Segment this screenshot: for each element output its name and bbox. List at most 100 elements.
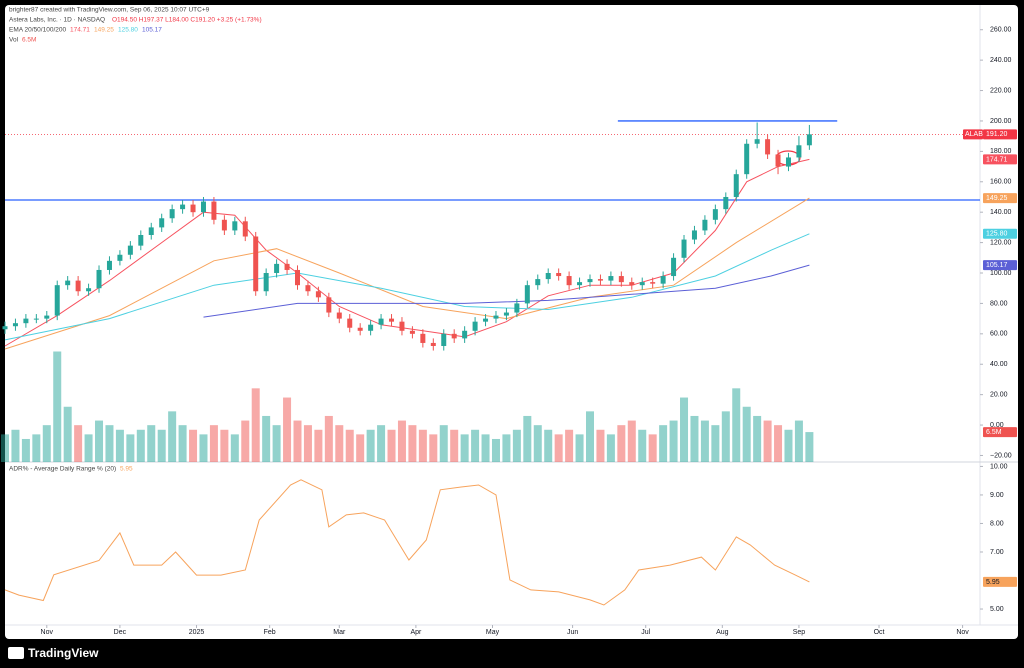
candle-body [274,263,280,274]
footer [0,640,1024,668]
candle-body [65,280,71,286]
candle-body [75,280,81,292]
x-tick-label: 2025 [189,629,205,636]
candle-body [253,236,259,292]
ema-line [4,197,810,350]
candle-body [451,333,457,339]
volume-bar [512,429,521,462]
volume-bar [178,425,187,462]
volume-bar [439,425,448,462]
price-label: 105.17 [986,262,1008,269]
volume-bar [554,434,563,462]
candle-body [535,279,541,286]
volume-bar [763,420,772,462]
candle-body [221,219,227,231]
y-tick-label: 9.00 [990,492,1004,499]
volume-bar [377,425,386,462]
candle-body [389,318,395,322]
candle-body [775,154,781,167]
candle-body [127,245,133,255]
y-tick-label: 80.00 [990,300,1008,307]
x-tick-label: May [486,629,500,636]
candle-body [211,201,217,220]
x-tick-label: Jun [567,629,578,636]
candle-body [608,276,614,281]
price-label: 174.71 [986,156,1008,163]
candle-body [54,285,60,316]
volume-bar [575,434,584,462]
candle-body [733,174,739,197]
y-tick-label: 100.00 [990,270,1012,277]
volume-bar [95,420,104,462]
candle-body [284,263,290,270]
candle-body [577,282,583,286]
volume-bar [638,429,647,462]
volume-bar [136,429,145,462]
volume-bar [429,434,438,462]
candle-body [514,303,520,313]
volume-bar [220,429,229,462]
volume-bar [408,425,417,462]
volume-bar [533,425,542,462]
candle-body [702,219,708,231]
x-tick-label: Nov [956,629,969,636]
volume-bar [32,434,41,462]
candle-body [96,269,102,289]
candle-body [785,157,791,167]
candle-body [242,221,248,237]
volume-bar [335,425,344,462]
volume-bar [700,420,709,462]
ema-legend-value: 125.80 [118,27,138,34]
volume-bar [805,432,814,462]
volume-bar [471,429,480,462]
candle-body [44,315,50,319]
volume-bar [230,434,239,462]
volume-bar [53,351,62,462]
volume-bar [115,429,124,462]
adr-line [4,479,810,606]
candle-body [305,285,311,292]
volume-bar [784,429,793,462]
volume-bar [21,438,30,462]
y-tick-label: 240.00 [990,57,1012,64]
volume-bar [74,425,83,462]
volume-bar [314,429,323,462]
candle-body [117,254,123,261]
candle-body [681,239,687,258]
candle-body [33,318,39,320]
x-tick-label: Sep [793,629,806,636]
candle-body [106,260,112,270]
y-tick-label: 260.00 [990,27,1012,34]
symbol-title: Astera Labs, Inc. · 1D · NASDAQ [9,17,105,24]
volume-bar [460,434,469,462]
volume-bar [84,434,93,462]
candle-body [2,326,8,330]
x-tick-label: Jul [641,629,650,636]
candle-body [556,273,562,277]
volume-bar [42,425,51,462]
volume-bar [617,425,626,462]
x-tick-label: Oct [874,629,885,636]
y-tick-label: 180.00 [990,148,1012,155]
ema-line [4,233,810,341]
candle-body [483,318,489,322]
candle-body [671,257,677,277]
volume-bar [669,420,678,462]
volume-bar [627,420,636,462]
candle-body [796,145,802,158]
volume-bar [397,420,406,462]
ema-legend-value: 174.71 [70,27,90,34]
y-tick-label: 0.00 [990,422,1004,429]
volume-bar [680,397,689,462]
candle-body [472,321,478,331]
volume-bar [596,429,605,462]
y-tick-label: 220.00 [990,87,1012,94]
candle-body [86,288,92,292]
price-label-box [983,260,1017,271]
volume-bar [690,415,699,462]
volume-bar [324,415,333,462]
watermark: brighter87 created with TradingView.com,… [9,7,210,14]
y-tick-label: 8.00 [990,520,1004,527]
candle-body [378,318,384,325]
